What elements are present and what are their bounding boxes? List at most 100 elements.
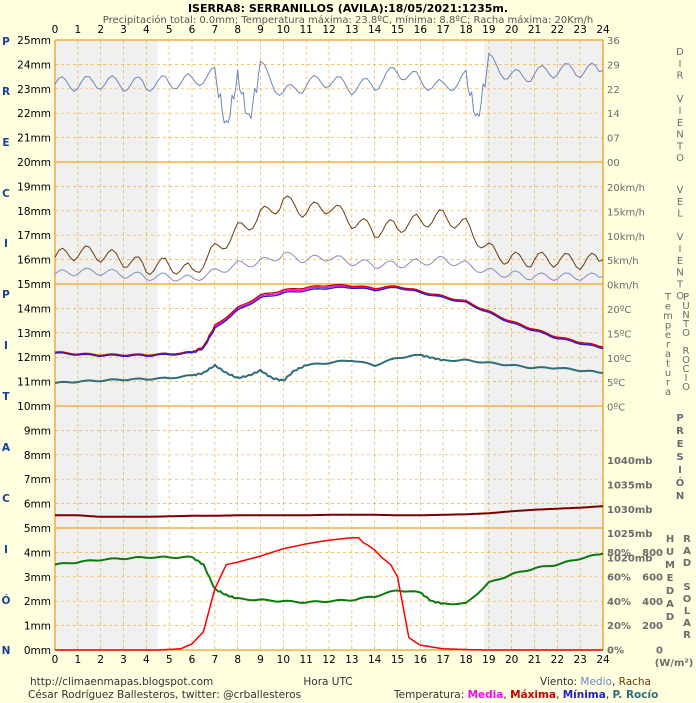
solar-tick: 600 <box>642 572 663 583</box>
x-tick-top: 17 <box>436 24 449 36</box>
precip-tick: 17mm <box>17 230 51 242</box>
wind-speed-tick: 0km/h <box>607 281 639 292</box>
x-tick-top: 8 <box>234 24 241 36</box>
label-punto-rocio: N <box>682 310 689 321</box>
x-tick-bottom: 24 <box>596 654 610 666</box>
label-temperatura: a <box>665 387 671 398</box>
side-letter: E <box>2 137 9 149</box>
precip-tick: 16mm <box>17 255 51 267</box>
label-temperatura: p <box>665 321 671 332</box>
side-letter: R <box>2 86 10 98</box>
precip-tick: 0mm <box>24 645 51 657</box>
label-dir-viento: I <box>679 59 682 70</box>
label-dir-viento: I <box>679 106 682 117</box>
wind-dir-tick: 22 <box>607 85 620 96</box>
x-tick-top: 2 <box>97 24 104 36</box>
precip-tick: 7mm <box>24 474 51 486</box>
humidity-tick: 0% <box>607 646 624 657</box>
series-wind-direction <box>54 52 604 124</box>
precip-tick: 2mm <box>24 596 51 608</box>
x-tick-top: 19 <box>482 24 495 36</box>
wind-speed-tick: 15km/h <box>607 207 645 218</box>
wind-dir-tick: 07 <box>607 134 620 145</box>
label-vel-viento: E <box>677 197 683 208</box>
series-temp-m-nima <box>54 286 604 358</box>
side-letter: P <box>2 36 10 48</box>
series-pressure <box>55 505 604 518</box>
x-tick-bottom: 19 <box>482 654 495 666</box>
x-tick-top: 11 <box>299 24 312 36</box>
side-letter: C <box>2 188 10 200</box>
label-temperatura: T <box>664 292 672 303</box>
legend-temp-max: Máxima <box>510 689 556 701</box>
temperature-tick: 0ºC <box>607 403 625 414</box>
series-temp-m-xima <box>54 283 604 357</box>
precip-tick: 25mm <box>17 35 51 47</box>
label-temperatura: m <box>663 311 673 322</box>
series-humidity <box>54 552 604 606</box>
label-dir-viento: E <box>677 118 683 129</box>
label-rad-solar: O <box>683 594 692 605</box>
chart-subtitle: Precipitación total: 0.0mm; Temperatura … <box>103 14 594 26</box>
x-tick-top: 22 <box>551 24 564 36</box>
side-letter: Ó <box>2 594 11 607</box>
x-tick-top: 13 <box>345 24 358 36</box>
label-presion: R <box>676 426 684 437</box>
x-tick-top: 5 <box>166 24 173 36</box>
precip-tick: 24mm <box>17 59 51 71</box>
humidity-tick: 40% <box>607 597 631 608</box>
precip-tick: 1mm <box>24 621 51 633</box>
legend-temp-mean: Media <box>468 689 504 701</box>
precip-tick: 20mm <box>17 157 51 169</box>
label-presion: Ó <box>676 476 685 489</box>
solar-unit: (W/m²) <box>655 658 694 669</box>
footer-author: César Rodríguez Ballesteros, twitter: @c… <box>28 689 301 701</box>
x-tick-top: 10 <box>277 24 290 36</box>
x-tick-bottom: 6 <box>189 654 196 666</box>
precip-tick: 22mm <box>17 108 51 120</box>
temperature-tick: 20ºC <box>607 305 631 316</box>
label-temperatura: r <box>666 340 671 351</box>
x-tick-bottom: 13 <box>345 654 358 666</box>
side-letter: I <box>4 340 8 352</box>
solar-tick: 400 <box>642 597 663 608</box>
precip-tick: 5mm <box>24 523 51 535</box>
x-tick-bottom: 0 <box>52 654 59 666</box>
label-temperatura: a <box>665 349 671 360</box>
label-dir-viento: D <box>676 47 684 58</box>
label-rad-solar: R <box>683 630 691 641</box>
precip-tick: 21mm <box>17 133 51 145</box>
chart-title: ISERRA8: SERRANILLOS (AVILA):18/05/2021:… <box>188 2 508 15</box>
label-humedad: E <box>667 573 674 584</box>
x-tick-bottom: 3 <box>120 654 127 666</box>
temp-legend-prefix: Temperatura: <box>393 689 468 701</box>
wind-dir-tick: 36 <box>607 36 620 47</box>
side-letter: I <box>4 544 8 556</box>
x-tick-top: 23 <box>573 24 586 36</box>
x-tick-bottom: 21 <box>528 654 541 666</box>
series-wind-gust <box>54 195 604 275</box>
wind-speed-tick: 5km/h <box>607 256 639 267</box>
label-humedad: D <box>666 612 674 623</box>
side-letter: P <box>2 289 10 301</box>
pressure-tick: 1040mb <box>607 456 652 467</box>
x-tick-bottom: 4 <box>143 654 150 666</box>
precip-tick: 15mm <box>17 279 51 291</box>
temperature-tick: 5ºC <box>607 378 625 389</box>
label-rad-solar: S <box>683 582 690 593</box>
x-tick-top: 9 <box>257 24 264 36</box>
footer-url: http://climaenmapas.blogspot.com <box>30 676 213 688</box>
pressure-tick: 1030mb <box>607 505 652 516</box>
label-vel-viento: V <box>677 232 684 243</box>
label-vel-viento: T <box>676 279 684 290</box>
pressure-tick: 1020mb <box>607 554 652 565</box>
precip-tick: 18mm <box>17 206 51 218</box>
legend-dew-point: P. Rocío <box>613 689 659 701</box>
label-vel-viento: L <box>677 209 683 220</box>
series-temp-p-roc-o <box>54 353 604 385</box>
wind-legend-sep: , <box>612 676 619 688</box>
label-punto-rocio: U <box>682 301 689 312</box>
x-tick-top: 20 <box>505 24 518 36</box>
temperature-tick: 15ºC <box>607 329 631 340</box>
